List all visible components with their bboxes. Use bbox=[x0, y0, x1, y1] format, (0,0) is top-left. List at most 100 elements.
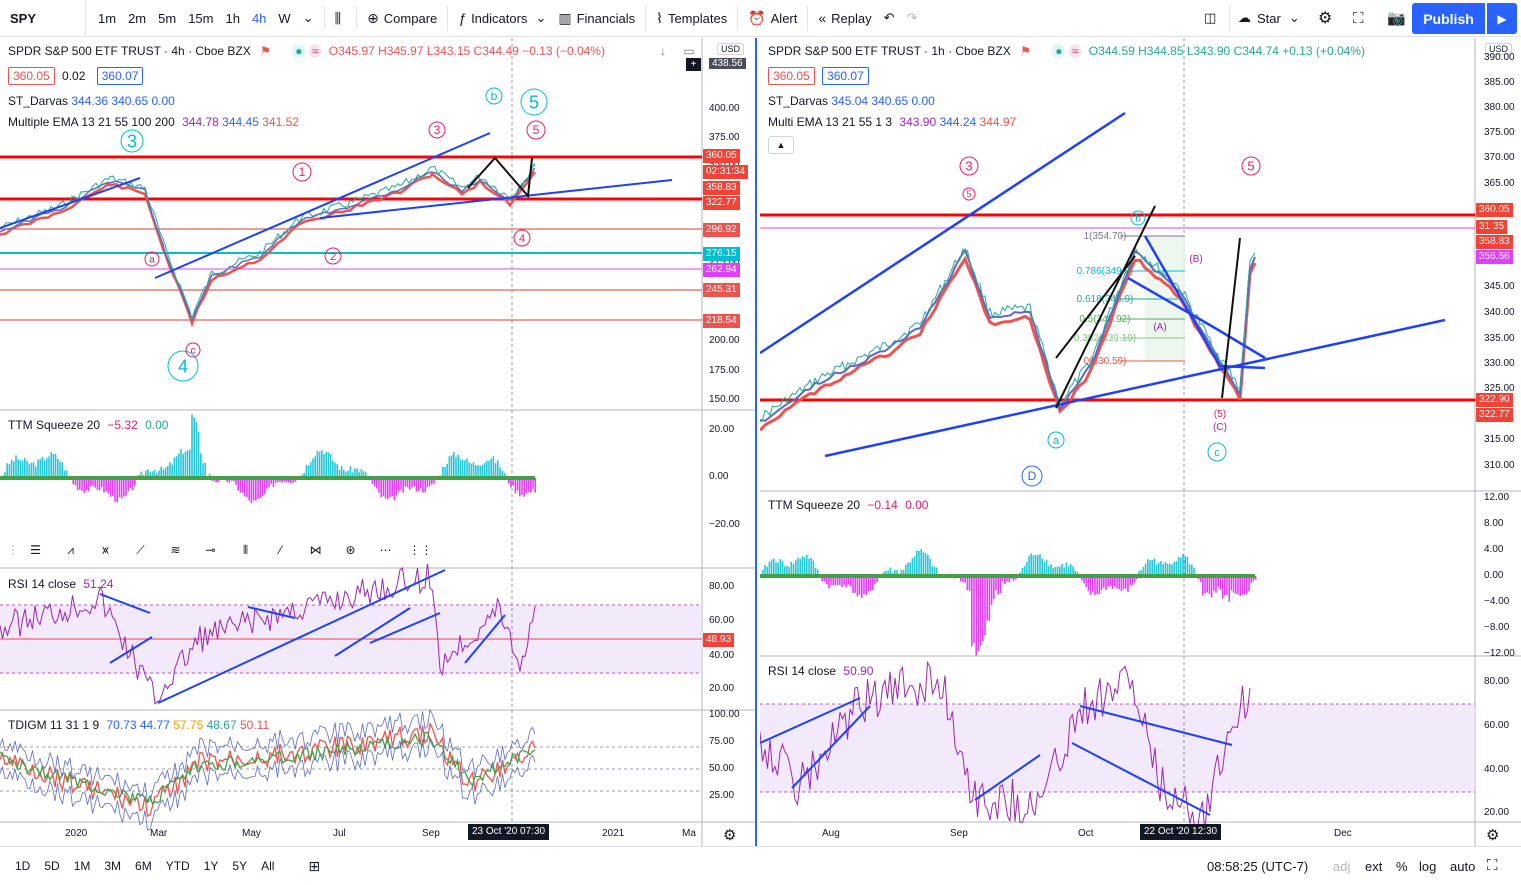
right-rsi-legend[interactable]: RSI 14 close 50.90 bbox=[768, 664, 873, 678]
left-rsi-legend[interactable]: RSI 14 close 51.24 bbox=[8, 577, 113, 591]
templates-button[interactable]: ⌇ Templates bbox=[650, 0, 733, 37]
range-ytd[interactable]: YTD bbox=[165, 859, 190, 873]
indicators-button[interactable]: ƒ Indicators ⌄ bbox=[452, 0, 552, 37]
left-darvas-legend[interactable]: ST_Darvas 344.36 340.65 0.00 bbox=[8, 94, 175, 108]
currency-label[interactable]: USD bbox=[1485, 43, 1513, 55]
range-1y[interactable]: 1Y bbox=[203, 859, 219, 873]
long-position-icon[interactable]: ⋮⋮ bbox=[408, 543, 433, 557]
left-chart-panel[interactable]: 3 5 4 b 5 3 1 a c 2 4 SPDR S&P 500 ETF TRUST · 4h … bbox=[0, 38, 757, 846]
interval-1h[interactable]: 1h bbox=[225, 10, 240, 26]
drag-handle-icon[interactable]: ⋮ bbox=[7, 543, 19, 557]
ask-price[interactable]: 360.07 bbox=[96, 67, 144, 85]
ray-icon[interactable]: ⁄ bbox=[279, 543, 282, 557]
snapshot-button[interactable]: 📷 bbox=[1381, 0, 1412, 37]
left-ema-legend[interactable]: Multiple EMA 13 21 55 100 200 344.78 344… bbox=[8, 115, 299, 129]
interval-5m[interactable]: 5m bbox=[158, 10, 177, 26]
currency-label[interactable]: USD bbox=[717, 43, 745, 55]
bid-price[interactable]: 360.05 bbox=[768, 67, 815, 85]
compare-button[interactable]: ⊕ Compare bbox=[361, 0, 443, 37]
range-5y[interactable]: 5Y bbox=[232, 859, 248, 873]
ttm-bar bbox=[1202, 576, 1204, 596]
range-5d[interactable]: 5D bbox=[44, 859, 60, 873]
undo-button[interactable]: ↶ bbox=[878, 0, 901, 37]
ttm-tick: 20.00 bbox=[709, 424, 735, 435]
fullscreen-button[interactable]: ⛶ bbox=[1347, 0, 1370, 37]
fib-label: 0.5(342.92) bbox=[1079, 314, 1130, 325]
ttm-bar bbox=[140, 471, 143, 478]
ttm-bar bbox=[1254, 576, 1257, 580]
percent-toggle[interactable]: % bbox=[1396, 859, 1408, 874]
left-chart-canvas[interactable]: 3 5 4 b 5 3 1 a c 2 4 bbox=[0, 38, 757, 846]
price-tick: 385.00 bbox=[1484, 77, 1515, 88]
wave-b bbox=[485, 87, 503, 105]
collapse-legend-button[interactable]: ▲ bbox=[768, 136, 794, 154]
financials-button[interactable]: ▥ Financials bbox=[552, 0, 641, 37]
left-tdi-legend[interactable]: TDIGM 11 31 1 9 70.73 44.77 57.75 48.67 … bbox=[8, 718, 269, 732]
arrow-down-icon[interactable]: ↓ bbox=[660, 44, 666, 58]
ttm-bar bbox=[1217, 576, 1219, 588]
range-1d[interactable]: 1D bbox=[15, 859, 31, 873]
approx-icon[interactable]: ≈ bbox=[1068, 44, 1082, 58]
interval-w[interactable]: W bbox=[278, 10, 291, 26]
maximize-icon[interactable]: ▭ bbox=[683, 44, 695, 58]
publish-menu-button[interactable]: ▶ bbox=[1487, 3, 1517, 34]
interval-dropdown[interactable]: ⌄ bbox=[297, 0, 320, 37]
path-icon[interactable]: ⟋ bbox=[136, 542, 145, 557]
auto-toggle[interactable]: auto bbox=[1450, 859, 1476, 874]
range-6m[interactable]: 6M bbox=[135, 859, 152, 873]
go-to-date-icon[interactable]: ⊞ bbox=[308, 857, 321, 874]
alert-button[interactable]: ⏰ Alert bbox=[742, 0, 803, 37]
right-chart-panel[interactable]: 1(354.70) 0.786(349.9) 0.618(345.9) 0.5(342… bbox=[760, 38, 1521, 846]
trend-lines-icon[interactable]: ☰ bbox=[30, 543, 41, 557]
plus-icon[interactable]: + bbox=[686, 58, 701, 71]
abcd-pattern-icon[interactable]: ⩙ bbox=[102, 542, 109, 557]
log-toggle[interactable]: log bbox=[1419, 859, 1437, 874]
right-ttm-legend[interactable]: TTM Squeeze 20 −0.14 0.00 bbox=[768, 498, 928, 512]
range-3m[interactable]: 3M bbox=[104, 859, 122, 873]
left-bid-ask: 360.05 0.02 360.07 bbox=[8, 67, 147, 85]
xabcd-pattern-icon[interactable]: ⩘ bbox=[67, 542, 74, 557]
watchlist-star-button[interactable]: ☁ Star ⌄ bbox=[1232, 0, 1306, 37]
symbol-search[interactable]: SPY bbox=[0, 0, 86, 37]
interval-15m[interactable]: 15m bbox=[188, 10, 214, 26]
parallel-channel-icon[interactable]: ≋ bbox=[170, 543, 181, 557]
replay-label: Replay bbox=[831, 10, 872, 26]
ttm-bar bbox=[277, 478, 279, 483]
replay-button[interactable]: «Replay bbox=[812, 0, 877, 37]
pitchfork-icon[interactable]: ⋯ bbox=[379, 543, 392, 557]
channel-line bbox=[1055, 205, 1156, 409]
chart-type-button[interactable]: ⫼ bbox=[329, 0, 352, 37]
adj-toggle[interactable]: adj bbox=[1333, 859, 1351, 874]
ttm-bar bbox=[1171, 564, 1173, 576]
range-1m[interactable]: 1M bbox=[73, 859, 91, 873]
gear-icon[interactable]: ⚙ bbox=[1486, 827, 1500, 844]
gear-icon[interactable]: ⚙ bbox=[723, 827, 737, 844]
ext-toggle[interactable]: ext bbox=[1365, 859, 1383, 874]
layout-button[interactable]: ◫ bbox=[1198, 0, 1222, 37]
status-dot-icon[interactable]: ● bbox=[1052, 44, 1066, 58]
interval-1m[interactable]: 1m bbox=[98, 10, 117, 26]
gann-fan-icon[interactable]: ⊛ bbox=[345, 543, 356, 557]
approx-icon[interactable]: ≈ bbox=[308, 44, 322, 58]
flag-icon[interactable]: ⚑ bbox=[1020, 44, 1031, 58]
ask-price[interactable]: 360.07 bbox=[822, 67, 869, 85]
horizontal-line-icon[interactable]: ⊸ bbox=[205, 543, 216, 557]
right-darvas-legend[interactable]: ST_Darvas 345.04 340.65 0.00 bbox=[768, 94, 935, 108]
right-ema-legend[interactable]: Multi EMA 13 21 55 1 3 343.90 344.24 344… bbox=[768, 115, 1016, 129]
interval-4h[interactable]: 4h bbox=[251, 10, 267, 26]
elliott-wave-icon[interactable]: ⋈ bbox=[309, 543, 322, 557]
left-ttm-legend[interactable]: TTM Squeeze 20 −5.32 0.00 bbox=[8, 418, 168, 432]
status-dot-icon[interactable]: ● bbox=[292, 44, 306, 58]
fib-retracement-icon[interactable]: ⫴ bbox=[242, 542, 249, 557]
bid-price[interactable]: 360.05 bbox=[8, 67, 55, 85]
ttm-bar bbox=[975, 576, 977, 656]
fullscreen-icon[interactable]: ⛶ bbox=[1487, 857, 1498, 874]
publish-button[interactable]: Publish bbox=[1412, 3, 1485, 34]
flag-icon[interactable]: ⚑ bbox=[260, 44, 271, 58]
settings-button[interactable]: ⚙ bbox=[1312, 0, 1338, 37]
right-chart-canvas[interactable]: 1(354.70) 0.786(349.9) 0.618(345.9) 0.5(342… bbox=[760, 38, 1521, 846]
interval-2m[interactable]: 2m bbox=[128, 10, 147, 26]
range-all[interactable]: All bbox=[261, 859, 275, 873]
redo-button[interactable]: ↷ bbox=[901, 0, 924, 37]
clock[interactable]: 08:58:25 (UTC-7) bbox=[1207, 859, 1309, 874]
